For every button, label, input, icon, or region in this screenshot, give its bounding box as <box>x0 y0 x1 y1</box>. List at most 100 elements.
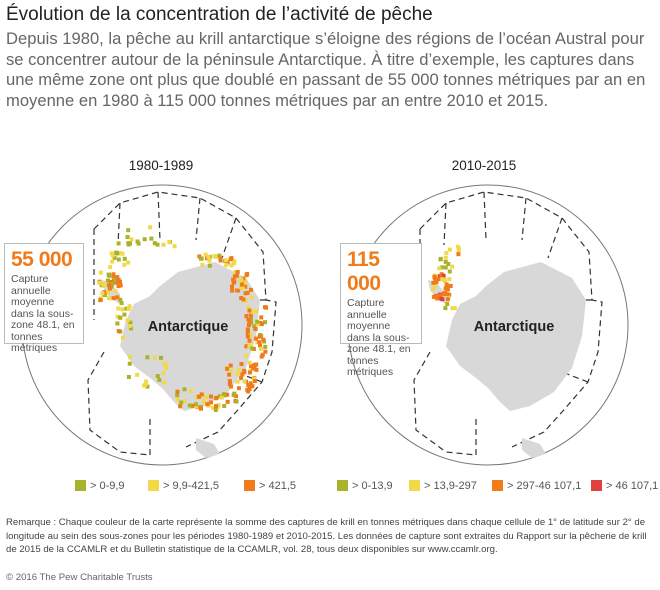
catch-cell <box>252 324 257 329</box>
catch-cell <box>443 286 448 291</box>
catch-cell <box>127 361 132 366</box>
catch-cell <box>239 277 244 282</box>
catch-cell <box>106 278 110 283</box>
catch-cell <box>179 400 184 405</box>
catch-cell <box>167 239 172 244</box>
catch-cell <box>245 272 250 276</box>
catch-cell <box>254 367 259 372</box>
catch-cell <box>448 284 453 288</box>
legend-swatch <box>148 480 159 491</box>
catch-cell <box>232 259 237 264</box>
catch-cell <box>444 292 449 297</box>
legend-swatch <box>244 480 255 491</box>
legend-1980-item-mid: > 9,9-421,5 <box>148 480 219 492</box>
catch-cell <box>217 394 222 399</box>
catch-cell <box>247 344 252 349</box>
catch-cell <box>217 253 222 258</box>
callout-1980-text: Capture annuelle moyenne dans la sous-zo… <box>11 273 75 354</box>
catch-cell <box>245 387 250 392</box>
catch-cell <box>447 277 452 282</box>
catch-cell <box>443 259 448 264</box>
catch-cell <box>218 258 223 263</box>
catch-cell <box>101 281 106 286</box>
catch-cell <box>116 284 121 289</box>
legend-2010-item-low: > 0-13,9 <box>337 480 393 492</box>
catch-cell <box>263 320 267 325</box>
catch-cell <box>230 288 235 293</box>
catch-cell <box>249 295 254 300</box>
catch-cell <box>187 403 192 408</box>
catch-cell <box>129 237 134 242</box>
catch-cell <box>175 397 180 402</box>
catch-cell <box>114 250 119 255</box>
catch-cell <box>253 327 258 331</box>
catch-cell <box>115 295 120 300</box>
catch-cell <box>229 368 234 373</box>
catch-cell <box>152 355 157 360</box>
catch-cell <box>244 344 249 349</box>
catch-cell <box>207 263 212 268</box>
catch-cell <box>247 360 252 365</box>
catch-cell <box>152 241 157 246</box>
catch-cell <box>111 296 116 301</box>
catch-cell <box>241 297 246 302</box>
catch-cell <box>100 291 105 296</box>
catch-cell <box>115 314 120 319</box>
catch-cell <box>248 333 253 338</box>
catch-cell <box>447 292 452 297</box>
catch-cell <box>259 322 264 327</box>
catch-cell <box>225 366 230 371</box>
catch-cell <box>127 324 132 328</box>
catch-cell <box>232 274 237 279</box>
catch-cell <box>126 228 131 233</box>
catch-cell <box>250 384 255 389</box>
catch-cell <box>200 263 205 267</box>
catch-cell <box>240 372 245 377</box>
catch-cell <box>207 258 212 263</box>
catch-cell <box>247 308 252 313</box>
catch-cell <box>452 306 457 311</box>
catch-cell <box>223 258 228 263</box>
catch-cell <box>112 255 117 260</box>
catch-cell <box>445 297 450 302</box>
catch-cell <box>126 307 131 312</box>
catch-cell <box>231 261 236 266</box>
catch-cell <box>110 282 115 287</box>
catch-cell <box>118 283 123 288</box>
catch-cell <box>250 310 255 315</box>
map-2010-continent-label: Antarctique <box>474 319 555 335</box>
catch-cell <box>188 389 193 394</box>
catch-cell <box>122 312 127 317</box>
catch-cell <box>118 297 123 302</box>
catch-cell <box>201 399 206 404</box>
map-2010-landmass-south <box>522 438 546 458</box>
catch-cell <box>448 247 452 252</box>
map-1980-subareas <box>87 191 277 456</box>
catch-cell <box>106 290 111 295</box>
catch-cell <box>259 346 263 351</box>
catch-cell <box>447 269 452 274</box>
catch-cell <box>211 405 216 410</box>
catch-cell <box>115 275 120 280</box>
catch-cell <box>225 260 230 265</box>
catch-cell <box>98 297 103 302</box>
catch-cell <box>113 278 118 282</box>
catch-cell <box>116 306 121 311</box>
catch-cell <box>439 296 444 301</box>
catch-cell <box>450 306 455 311</box>
legend-swatch <box>492 480 503 491</box>
catch-cell <box>248 313 253 318</box>
catch-cell <box>248 381 253 386</box>
catch-cell <box>197 394 202 399</box>
catch-cell <box>247 387 252 392</box>
catch-cell <box>244 314 249 319</box>
catch-cell <box>231 393 236 398</box>
catch-cell <box>445 301 450 306</box>
catch-cell <box>204 395 209 400</box>
catch-cell <box>203 252 208 257</box>
catch-cell <box>455 244 460 249</box>
catch-cell <box>109 251 114 256</box>
catch-cell <box>209 394 213 399</box>
panel-title-2010: 2010-2015 <box>451 158 517 173</box>
catch-cell <box>235 379 240 384</box>
